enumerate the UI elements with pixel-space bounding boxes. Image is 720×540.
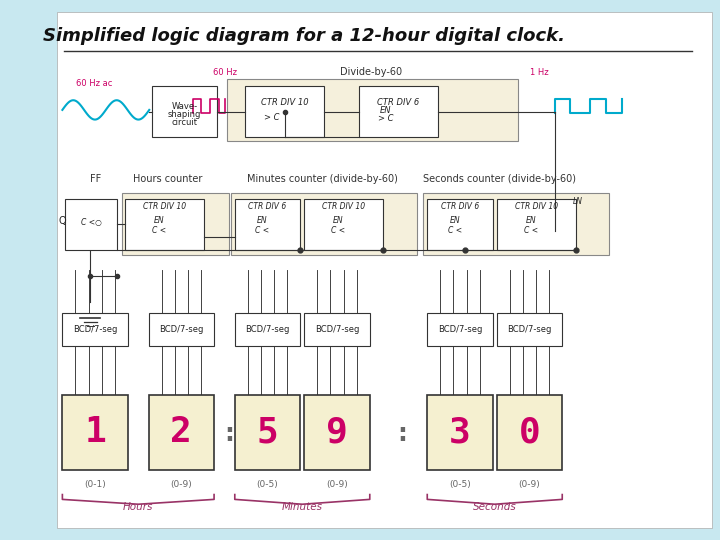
FancyBboxPatch shape xyxy=(63,395,128,470)
Text: (0-9): (0-9) xyxy=(518,481,541,489)
FancyBboxPatch shape xyxy=(497,199,575,249)
Text: Minutes: Minutes xyxy=(282,502,323,512)
Text: CTR DIV 6: CTR DIV 6 xyxy=(248,202,287,211)
Text: Simplified logic diagram for a 12-hour digital clock.: Simplified logic diagram for a 12-hour d… xyxy=(43,28,565,45)
Text: > C: > C xyxy=(378,114,394,123)
FancyBboxPatch shape xyxy=(122,193,229,255)
Text: shaping: shaping xyxy=(168,110,202,119)
Text: BCD/7-seg: BCD/7-seg xyxy=(246,325,289,334)
Text: EN: EN xyxy=(449,215,460,225)
Text: Hours counter: Hours counter xyxy=(132,174,202,184)
FancyBboxPatch shape xyxy=(423,193,609,255)
Text: EN: EN xyxy=(154,215,165,225)
FancyBboxPatch shape xyxy=(497,395,562,470)
FancyBboxPatch shape xyxy=(246,86,324,137)
Text: 1: 1 xyxy=(84,415,106,449)
Text: Wave-: Wave- xyxy=(171,102,198,111)
Text: Divide-by-60: Divide-by-60 xyxy=(340,68,402,77)
Text: (0-1): (0-1) xyxy=(84,481,106,489)
FancyBboxPatch shape xyxy=(427,395,492,470)
Text: CTR DIV 6: CTR DIV 6 xyxy=(377,98,420,107)
Text: (0-9): (0-9) xyxy=(171,481,192,489)
FancyBboxPatch shape xyxy=(50,2,719,538)
FancyBboxPatch shape xyxy=(427,199,492,249)
Text: > C: > C xyxy=(264,113,280,122)
FancyBboxPatch shape xyxy=(427,313,492,346)
Text: C <: C < xyxy=(255,226,269,235)
Text: Seconds counter (divide-by-60): Seconds counter (divide-by-60) xyxy=(423,174,576,184)
Text: 3: 3 xyxy=(449,415,471,449)
FancyBboxPatch shape xyxy=(125,199,204,249)
Text: 2: 2 xyxy=(171,415,192,449)
Text: C <: C < xyxy=(331,226,346,235)
Text: CTR DIV 10: CTR DIV 10 xyxy=(322,202,365,211)
Text: BCD/7-seg: BCD/7-seg xyxy=(73,325,117,334)
FancyBboxPatch shape xyxy=(305,395,370,470)
Text: BCD/7-seg: BCD/7-seg xyxy=(315,325,359,334)
Text: :: : xyxy=(225,422,235,446)
FancyBboxPatch shape xyxy=(228,79,518,141)
Text: :: : xyxy=(397,422,408,446)
Text: (0-5): (0-5) xyxy=(449,481,471,489)
Text: 9: 9 xyxy=(326,415,348,449)
Text: 60 Hz ac: 60 Hz ac xyxy=(76,78,112,87)
Text: Hours: Hours xyxy=(122,502,153,512)
FancyBboxPatch shape xyxy=(231,193,417,255)
FancyBboxPatch shape xyxy=(235,395,300,470)
Text: CTR DIV 10: CTR DIV 10 xyxy=(261,98,309,107)
Text: 60 Hz: 60 Hz xyxy=(213,68,238,77)
Text: LN: LN xyxy=(573,197,583,206)
FancyBboxPatch shape xyxy=(148,313,214,346)
FancyBboxPatch shape xyxy=(63,313,128,346)
Text: C <: C < xyxy=(448,226,462,235)
FancyBboxPatch shape xyxy=(148,395,214,470)
FancyBboxPatch shape xyxy=(235,199,300,249)
Text: C <○: C <○ xyxy=(81,218,102,227)
Text: Seconds: Seconds xyxy=(473,502,517,512)
FancyBboxPatch shape xyxy=(57,12,712,528)
FancyBboxPatch shape xyxy=(497,313,562,346)
Text: CTR DIV 6: CTR DIV 6 xyxy=(441,202,479,211)
Text: EN: EN xyxy=(526,215,536,225)
Text: Q: Q xyxy=(58,215,66,226)
Text: circuit: circuit xyxy=(171,118,198,127)
Text: BCD/7-seg: BCD/7-seg xyxy=(159,325,204,334)
Text: (0-5): (0-5) xyxy=(256,481,279,489)
Text: CTR DIV 10: CTR DIV 10 xyxy=(515,202,558,211)
Text: BCD/7-seg: BCD/7-seg xyxy=(508,325,552,334)
FancyBboxPatch shape xyxy=(305,313,370,346)
FancyBboxPatch shape xyxy=(235,313,300,346)
Text: FF: FF xyxy=(90,174,102,184)
FancyBboxPatch shape xyxy=(65,199,117,249)
Text: C <: C < xyxy=(523,226,538,235)
Text: 1 Hz: 1 Hz xyxy=(530,68,549,77)
Text: CTR DIV 10: CTR DIV 10 xyxy=(143,202,186,211)
Text: C <: C < xyxy=(152,226,166,235)
FancyBboxPatch shape xyxy=(152,86,217,137)
Text: EN: EN xyxy=(380,106,392,115)
Text: EN: EN xyxy=(333,215,343,225)
Text: BCD/7-seg: BCD/7-seg xyxy=(438,325,482,334)
Text: (0-9): (0-9) xyxy=(326,481,348,489)
FancyBboxPatch shape xyxy=(359,86,438,137)
Text: EN: EN xyxy=(257,215,268,225)
Text: 5: 5 xyxy=(256,415,279,449)
FancyBboxPatch shape xyxy=(305,199,383,249)
Text: 0: 0 xyxy=(518,415,541,449)
Text: Minutes counter (divide-by-60): Minutes counter (divide-by-60) xyxy=(247,174,397,184)
